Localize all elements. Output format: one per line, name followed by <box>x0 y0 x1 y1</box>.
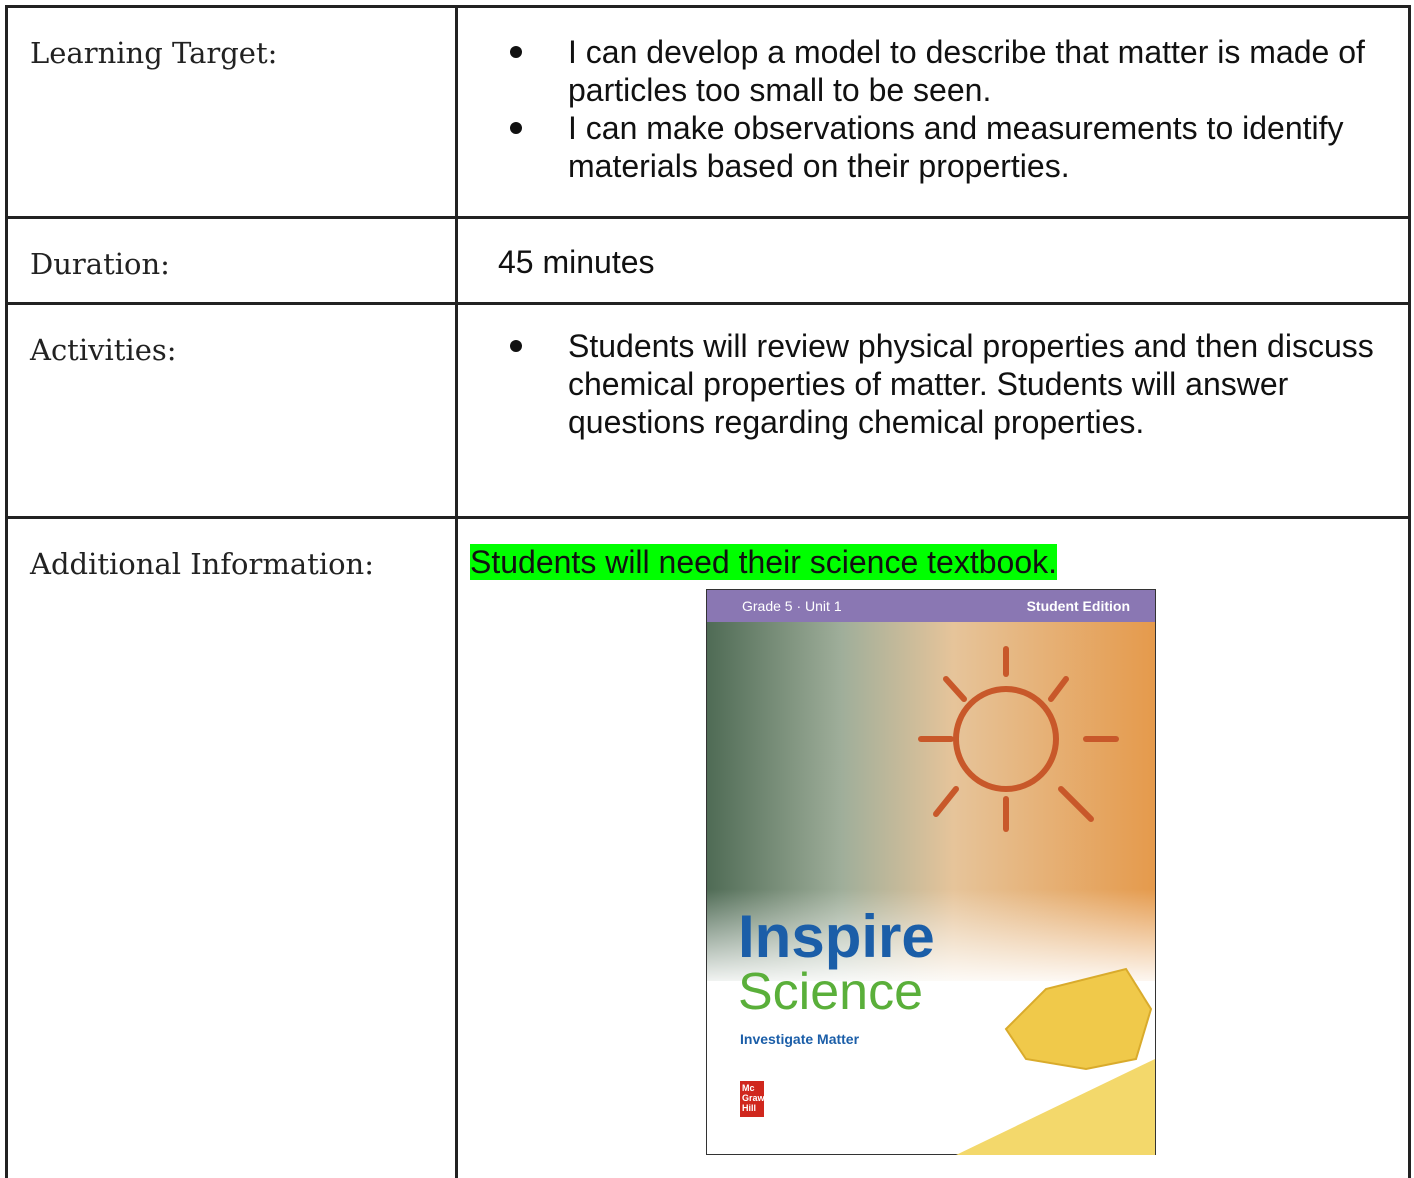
bullet: I can develop a model to describe that m… <box>510 33 1388 109</box>
row: Duration: 45 minutes <box>5 216 1411 305</box>
bullet: I can make observations and measurements… <box>510 109 1388 185</box>
publisher: Graw <box>742 1093 766 1103</box>
row: Activities: Students will review physica… <box>5 302 1411 519</box>
bullet-list: I can develop a model to describe that m… <box>458 33 1408 185</box>
row-value: Students will need their science textboo… <box>455 516 1411 1178</box>
row-value: I can develop a model to describe that m… <box>455 5 1411 219</box>
cover-edition: Student Edition <box>1027 598 1130 614</box>
highlighted-text: Students will need their science textboo… <box>470 544 1057 580</box>
row-label: Activities: <box>5 302 458 519</box>
row-value: Students will review physical properties… <box>455 302 1411 519</box>
bullet-list: Students will review physical properties… <box>458 327 1408 441</box>
cover-title: Inspire <box>738 903 935 970</box>
cover-title: Science <box>738 963 923 1021</box>
row-label: Learning Target: <box>5 5 458 219</box>
row-value: 45 minutes <box>455 216 1411 305</box>
cover-grade: Grade 5 · Unit 1 <box>742 598 842 614</box>
row: Learning Target: I can develop a model t… <box>5 5 1411 219</box>
publisher: Mc <box>742 1083 755 1093</box>
cover-subtitle: Investigate Matter <box>740 1031 860 1047</box>
publisher: Hill <box>742 1103 756 1113</box>
row: Additional Information: Students will ne… <box>5 516 1411 1178</box>
image-wrap: Grade 5 · Unit 1 Student Edition Inspire… <box>705 588 1408 1163</box>
row-label: Additional Information: <box>5 516 458 1178</box>
row-label: Duration: <box>5 216 458 305</box>
lesson-table: Learning Target: I can develop a model t… <box>5 5 1411 1178</box>
bullet: Students will review physical properties… <box>510 327 1388 441</box>
book-cover: Grade 5 · Unit 1 Student Edition Inspire… <box>705 588 1157 1156</box>
